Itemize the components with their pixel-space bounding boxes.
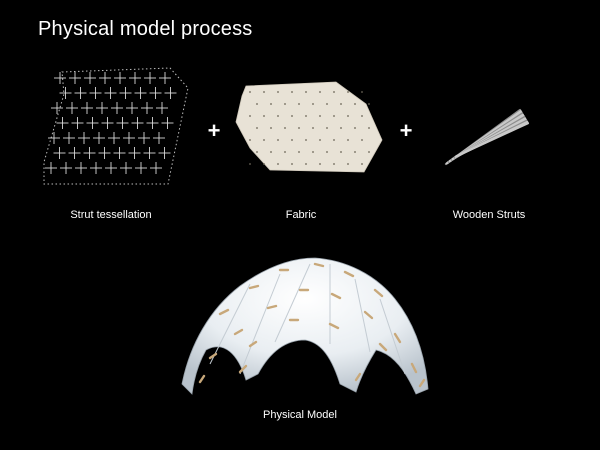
caption-wooden-struts: Wooden Struts — [452, 209, 526, 221]
caption-physical-model: Physical Model — [263, 409, 337, 421]
caption-fabric: Fabric — [285, 209, 317, 221]
plus-sign-2: + — [399, 118, 413, 143]
physical-model-image — [181, 257, 429, 395]
wooden-struts-image — [444, 108, 530, 166]
strut-tessellation-diagram — [43, 67, 189, 185]
plus-sign-1: + — [207, 118, 221, 143]
fabric-sheet-image — [235, 81, 383, 173]
caption-strut-tessellation: Strut tessellation — [70, 209, 152, 221]
page-title: Physical model process — [38, 18, 253, 40]
